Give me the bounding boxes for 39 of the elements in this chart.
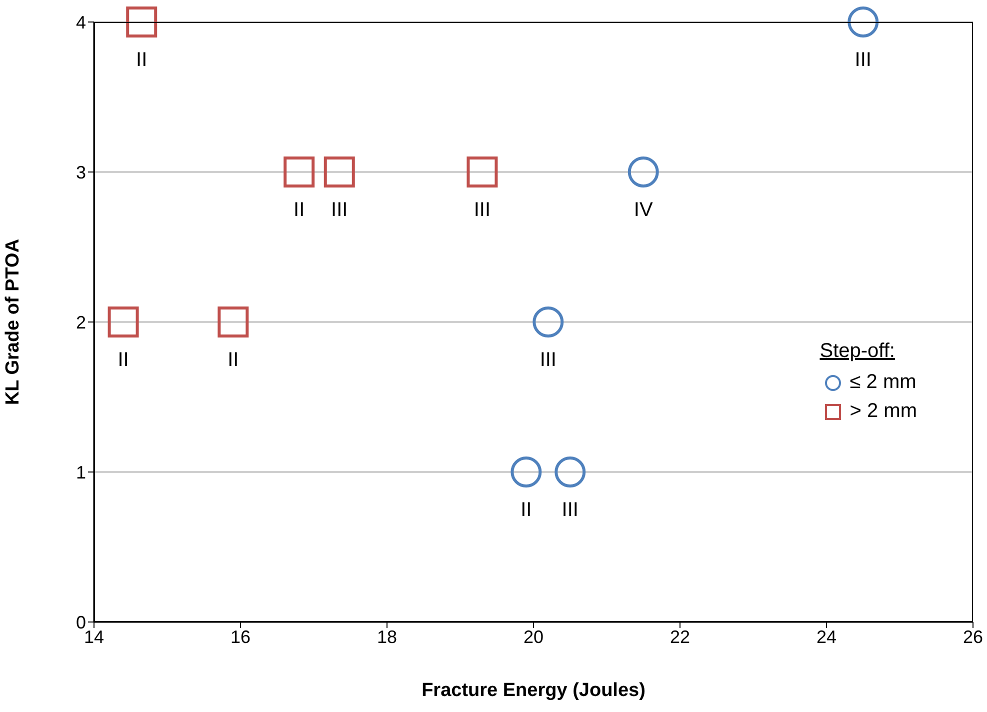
- point: [466, 156, 498, 188]
- annotation: III: [474, 199, 491, 221]
- x-tick-label: 14: [84, 626, 104, 647]
- point: [510, 456, 542, 488]
- point: [284, 156, 315, 188]
- x-tick-label: 22: [670, 626, 690, 647]
- annotation: III: [854, 49, 872, 71]
- y-tick-label: 0: [76, 612, 86, 632]
- x-tick-label: 20: [523, 626, 544, 647]
- annotation: II: [294, 199, 305, 221]
- annotation: II: [136, 49, 148, 71]
- annotation: III: [562, 499, 578, 521]
- x-axis-title: Fracture Energy (Joules): [422, 680, 646, 701]
- x-tick-label: 18: [376, 626, 398, 647]
- legend-label: > 2 mm: [850, 400, 917, 423]
- annotation: IV: [634, 199, 654, 221]
- point: [108, 306, 139, 338]
- point: [218, 306, 249, 338]
- annotation: II: [118, 349, 129, 371]
- annotation: III: [331, 199, 348, 221]
- point: [848, 6, 879, 38]
- annotation: III: [540, 349, 556, 371]
- x-tick-label: 16: [230, 626, 251, 647]
- x-tick-label: 26: [962, 626, 984, 647]
- y-tick-label: 1: [76, 462, 86, 482]
- y-tick-label: 4: [76, 12, 86, 32]
- annotation: II: [520, 499, 532, 521]
- legend-label: ≤ 2 mm: [850, 371, 916, 394]
- annotation: II: [228, 349, 239, 371]
- point: [126, 6, 158, 38]
- legend-title: Step-off:: [820, 340, 896, 363]
- point: [628, 156, 659, 188]
- point: [554, 456, 586, 488]
- point: [324, 156, 355, 188]
- y-axis-title: KL Grade of PTOA: [2, 238, 24, 406]
- y-tick-label: 2: [76, 312, 86, 332]
- x-tick-label: 24: [816, 626, 837, 647]
- y-tick-label: 3: [76, 162, 86, 182]
- point: [532, 306, 564, 338]
